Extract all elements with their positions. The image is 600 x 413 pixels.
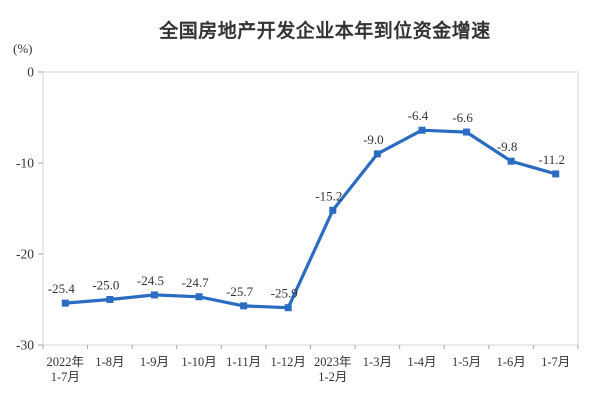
- data-point-label: -25.7: [226, 284, 254, 299]
- x-axis-category-label: 1-11月: [226, 355, 261, 369]
- data-point-label: -25.9: [271, 286, 298, 301]
- x-axis-category-label: 1-10月: [181, 355, 216, 369]
- data-point-marker: [284, 304, 292, 312]
- data-point-marker: [61, 299, 69, 307]
- data-point-marker: [240, 302, 248, 310]
- data-point-marker: [106, 296, 114, 303]
- data-point-marker: [150, 291, 158, 299]
- data-point-label: -25.0: [92, 278, 119, 293]
- x-axis-category-label: 2022年: [47, 355, 85, 369]
- data-point-marker: [373, 150, 381, 158]
- plot-area-border: [42, 71, 579, 346]
- data-point-marker: [418, 126, 426, 134]
- data-point-marker: [507, 157, 515, 165]
- y-axis-tick-label: -20: [16, 247, 34, 262]
- x-axis-category-label: 1-3月: [363, 355, 392, 369]
- data-point-marker: [195, 293, 203, 301]
- x-axis-category-label: 1-6月: [497, 355, 526, 369]
- data-point-label: -9.8: [497, 139, 518, 154]
- x-axis-category-label: 1-4月: [407, 355, 436, 369]
- data-point-label: -25.4: [48, 281, 76, 296]
- data-point-label: -15.2: [315, 188, 342, 203]
- y-axis-tick-label: -10: [16, 156, 34, 171]
- x-axis-category-label: 1-5月: [452, 355, 481, 369]
- x-axis-category-label: 1-8月: [95, 355, 124, 369]
- data-point-marker: [463, 128, 471, 136]
- x-axis-category-label: 2023年: [314, 355, 352, 369]
- data-point-label: -9.0: [363, 132, 384, 147]
- data-point-label: -24.7: [181, 275, 209, 290]
- data-line: [63, 128, 558, 310]
- x-axis-category-label: 1-9月: [140, 355, 169, 369]
- data-point-label: -24.5: [137, 273, 164, 288]
- y-axis-tick-label: 0: [27, 65, 34, 80]
- x-axis-category-label: 1-7月: [541, 355, 570, 369]
- data-point-label: -6.4: [408, 108, 429, 123]
- chart-title: 全国房地产开发企业本年到位资金增速: [159, 21, 491, 42]
- data-point-label: -11.2: [538, 152, 565, 167]
- data-point-marker: [552, 170, 560, 178]
- x-axis-category-label: 1-7月: [51, 370, 80, 384]
- y-axis-tick-label: -30: [16, 338, 34, 353]
- x-axis-category-label: 1-12月: [270, 355, 305, 369]
- x-axis-category-label: 1-2月: [318, 370, 347, 384]
- data-point-label: -6.6: [452, 110, 473, 125]
- data-point-marker: [329, 206, 337, 214]
- y-axis-unit-label: (%): [13, 41, 33, 56]
